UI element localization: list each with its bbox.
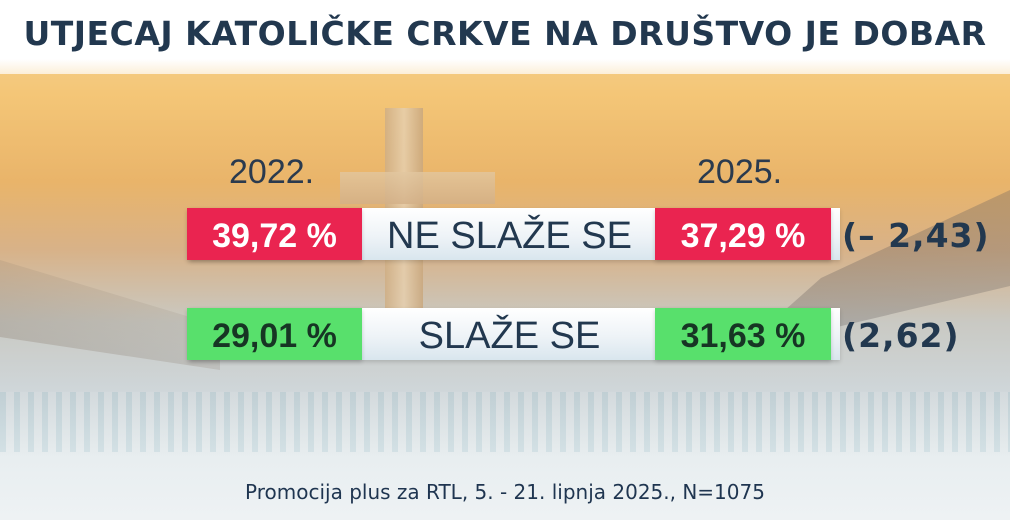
chart-title: UTJECAJ KATOLIČKE CRKVE NA DRUŠTVO JE DO… [23,14,987,53]
value-disagree-2022: 39,72 % [187,208,362,260]
year-label-2022: 2022. [229,153,315,191]
change-agree: (2,62) [842,316,960,355]
label-agree: SLAŽE SE [418,315,601,357]
value-disagree-2025: 37,29 % [655,208,831,260]
value-agree-2022: 29,01 % [187,308,362,360]
title-bar: UTJECAJ KATOLIČKE CRKVE NA DRUŠTVO JE DO… [0,0,1010,74]
change-disagree: (– 2,43) [842,216,990,255]
year-label-2025: 2025. [697,153,783,191]
floor-stripes [0,392,1010,452]
cross-horizontal [340,172,495,204]
label-disagree: NE SLAŽE SE [387,215,632,257]
value-agree-2025: 31,63 % [655,308,831,360]
source-note: Promocija plus za RTL, 5. - 21. lipnja 2… [245,480,765,504]
